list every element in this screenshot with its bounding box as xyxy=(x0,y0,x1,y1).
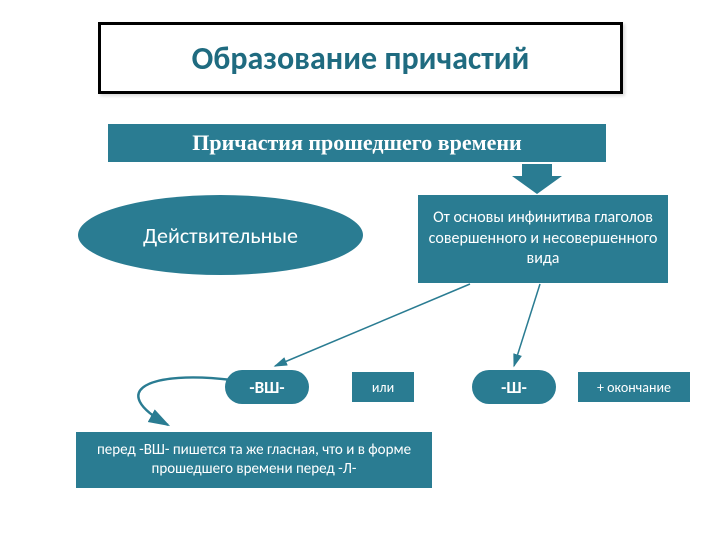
edge-info-sh xyxy=(514,284,540,366)
block-arrow-down xyxy=(512,164,562,194)
subtitle-box: Причастия прошедшего времени xyxy=(108,124,606,162)
suffix-sh-pill: -Ш- xyxy=(472,370,556,404)
subtitle-text: Причастия прошедшего времени xyxy=(192,130,521,156)
suffix-sh-text: -Ш- xyxy=(501,377,527,398)
active-ellipse-text: Действительные xyxy=(143,222,298,249)
title-text: Образование причастий xyxy=(192,39,530,78)
suffix-vsh-text: -ВШ- xyxy=(249,377,284,398)
suffix-vsh-pill: -ВШ- xyxy=(225,370,309,404)
ending-tag: + окончание xyxy=(578,372,690,402)
diagram-stage: Образование причастий Причастия прошедше… xyxy=(0,0,720,540)
info-box-text: От основы инфинитива глаголов совершенно… xyxy=(428,208,658,270)
rule-box-text: перед -ВШ- пишется та же гласная, что и … xyxy=(88,441,420,480)
ending-tag-text: + окончание xyxy=(597,379,671,396)
info-box: От основы инфинитива глаголов совершенно… xyxy=(418,195,668,283)
edge-vsh-rule xyxy=(138,377,232,425)
rule-box: перед -ВШ- пишется та же гласная, что и … xyxy=(76,432,432,488)
active-ellipse: Действительные xyxy=(78,195,363,275)
or-tag-text: или xyxy=(372,379,394,396)
or-tag: или xyxy=(352,372,414,402)
title-box: Образование причастий xyxy=(98,22,623,94)
edge-info-vsh xyxy=(275,284,470,366)
